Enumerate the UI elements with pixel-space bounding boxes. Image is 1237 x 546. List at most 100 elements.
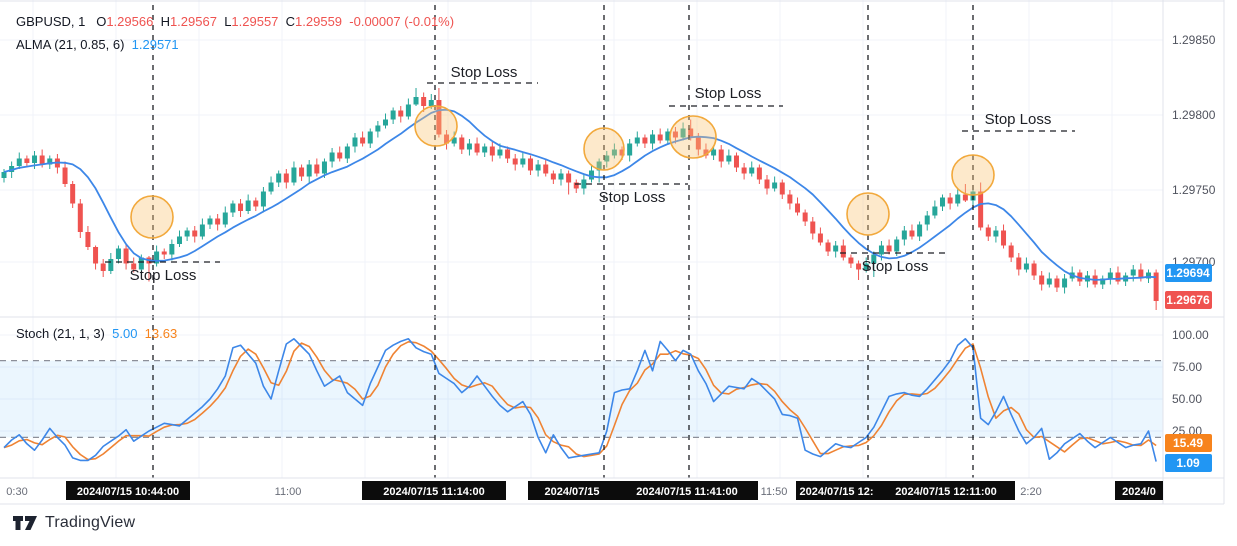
candle[interactable] <box>604 151 610 168</box>
candle[interactable] <box>726 149 732 165</box>
candle[interactable] <box>352 133 358 153</box>
candle[interactable] <box>344 143 350 164</box>
candle[interactable] <box>375 121 381 138</box>
stop-loss-label[interactable]: Stop Loss <box>130 267 197 284</box>
candle[interactable] <box>772 176 778 192</box>
candle[interactable] <box>634 131 640 147</box>
candle[interactable] <box>215 214 221 231</box>
candle[interactable] <box>566 170 572 195</box>
candle[interactable] <box>764 175 770 195</box>
candle[interactable] <box>985 224 991 242</box>
tradingview-footer[interactable]: TradingView <box>12 514 135 532</box>
stop-loss-label[interactable]: Stop Loss <box>451 64 518 81</box>
candle[interactable] <box>787 190 793 210</box>
candle[interactable] <box>16 152 22 170</box>
alma-line[interactable] <box>3 108 1157 281</box>
candle[interactable] <box>85 226 91 250</box>
stop-loss-label[interactable]: Stop Loss <box>862 258 929 275</box>
candle[interactable] <box>917 221 923 242</box>
candle[interactable] <box>550 170 556 185</box>
candle[interactable] <box>123 244 129 270</box>
candle[interactable] <box>108 253 114 274</box>
candle[interactable] <box>833 241 839 258</box>
candle[interactable] <box>1054 275 1060 293</box>
candle[interactable] <box>512 154 518 171</box>
candle[interactable] <box>161 248 167 260</box>
highlight-circle[interactable] <box>130 195 174 239</box>
candle[interactable] <box>932 200 938 219</box>
candle[interactable] <box>1062 274 1068 294</box>
candle[interactable] <box>70 181 76 208</box>
candle[interactable] <box>840 239 846 261</box>
candle[interactable] <box>871 251 877 278</box>
candle[interactable] <box>329 148 335 168</box>
candle[interactable] <box>627 139 633 162</box>
candle[interactable] <box>436 88 442 138</box>
candle[interactable] <box>741 163 747 180</box>
candle[interactable] <box>115 245 121 264</box>
candle[interactable] <box>611 143 617 159</box>
candle[interactable] <box>665 128 671 146</box>
candle[interactable] <box>863 257 869 273</box>
candle[interactable] <box>1001 224 1007 249</box>
candle[interactable] <box>383 113 388 129</box>
candle[interactable] <box>314 158 320 177</box>
candle[interactable] <box>466 139 472 156</box>
candle[interactable] <box>657 128 663 144</box>
candle[interactable] <box>1153 269 1159 311</box>
candle[interactable] <box>222 206 228 228</box>
candle[interactable] <box>268 176 274 195</box>
candle[interactable] <box>100 259 106 277</box>
candle[interactable] <box>482 143 488 158</box>
candle[interactable] <box>802 209 808 227</box>
candle[interactable] <box>306 160 312 183</box>
highlight-circle[interactable] <box>414 105 458 147</box>
highlight-circle[interactable] <box>669 115 717 159</box>
candle[interactable] <box>154 245 160 267</box>
stop-loss-label[interactable]: Stop Loss <box>695 85 762 102</box>
candle[interactable] <box>421 92 427 113</box>
candle[interactable] <box>978 182 984 231</box>
candle[interactable] <box>1100 275 1106 290</box>
candle[interactable] <box>558 169 564 186</box>
candle[interactable] <box>909 224 915 240</box>
candle[interactable] <box>238 199 244 217</box>
candle[interactable] <box>207 215 213 230</box>
candle[interactable] <box>24 155 30 168</box>
candle[interactable] <box>520 152 526 168</box>
candle[interactable] <box>474 137 480 156</box>
stoch-legend[interactable]: Stoch (21, 1, 3) 5.00 13.63 <box>16 326 177 341</box>
candle[interactable] <box>398 106 404 123</box>
candle[interactable] <box>939 194 945 212</box>
candle[interactable] <box>444 130 450 150</box>
candle[interactable] <box>711 146 717 161</box>
candle[interactable] <box>291 161 297 186</box>
candle[interactable] <box>703 143 709 159</box>
candle[interactable] <box>543 158 549 177</box>
candle[interactable] <box>810 217 816 240</box>
candle[interactable] <box>413 88 419 106</box>
candle[interactable] <box>848 254 854 269</box>
candle[interactable] <box>131 257 137 273</box>
candle[interactable] <box>947 193 953 210</box>
candle[interactable] <box>337 146 343 162</box>
candle[interactable] <box>192 226 198 243</box>
candle[interactable] <box>276 170 282 188</box>
candle[interactable] <box>260 187 266 213</box>
candle[interactable] <box>451 131 457 147</box>
candle[interactable] <box>589 164 595 183</box>
candle[interactable] <box>253 197 259 212</box>
candle[interactable] <box>230 200 236 218</box>
candle[interactable] <box>573 179 579 194</box>
candle[interactable] <box>581 175 587 195</box>
candle[interactable] <box>1008 242 1014 263</box>
candle[interactable] <box>817 227 823 246</box>
stop-loss-label[interactable]: Stop Loss <box>985 111 1052 128</box>
highlight-circle[interactable] <box>951 154 995 196</box>
candle[interactable] <box>1115 266 1121 285</box>
candle[interactable] <box>505 146 511 164</box>
candle[interactable] <box>795 197 801 216</box>
candle[interactable] <box>169 239 175 261</box>
candle[interactable] <box>535 160 541 177</box>
symbol-legend[interactable]: GBPUSD, 1 O1.29566 H1.29567 L1.29557 C1.… <box>16 14 454 29</box>
